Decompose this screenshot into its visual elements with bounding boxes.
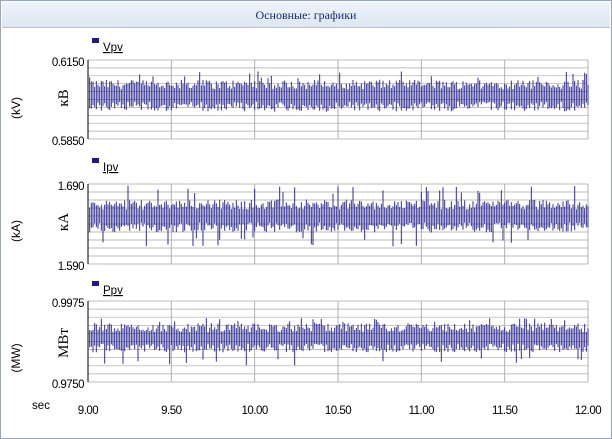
y-tick-label: 0.9975 xyxy=(52,298,84,310)
y-tick-label: 1.590 xyxy=(58,261,84,273)
y-tick-label: 0.5850 xyxy=(52,136,84,148)
y-tick-label: 1.690 xyxy=(58,181,84,193)
legend-label-vpv: Vpv xyxy=(103,42,123,54)
y-axis-label: МВт xyxy=(56,328,72,358)
legend-marker xyxy=(92,281,99,286)
unit-label: (MW) xyxy=(9,343,23,372)
y-axis-label: кА xyxy=(56,213,72,231)
page-title: Основные: графики xyxy=(255,8,357,22)
unit-label: (kV) xyxy=(9,97,23,119)
title-bar: Основные: графики xyxy=(2,2,610,28)
x-tick-label: 11.00 xyxy=(409,405,435,417)
legend-label-ppv: Ppv xyxy=(103,285,123,297)
y-tick-label: 0.6150 xyxy=(52,57,84,69)
legend-marker xyxy=(92,38,99,43)
y-axis-label: кВ xyxy=(56,89,72,106)
legend-label-ipv: Ipv xyxy=(103,162,119,174)
x-tick-label: 10.50 xyxy=(325,405,351,417)
x-tick-label: 9.50 xyxy=(161,405,181,417)
unit-label: (kA) xyxy=(9,220,23,242)
x-tick-label: 11.50 xyxy=(492,405,518,417)
x-tick-label: 10.00 xyxy=(242,405,268,417)
x-tick-label: 9.00 xyxy=(78,405,98,417)
x-tick-label: 12.00 xyxy=(575,405,601,417)
x-unit-label: sec xyxy=(32,400,50,412)
y-tick-label: 0.9750 xyxy=(52,379,84,391)
legend-marker xyxy=(92,158,99,163)
